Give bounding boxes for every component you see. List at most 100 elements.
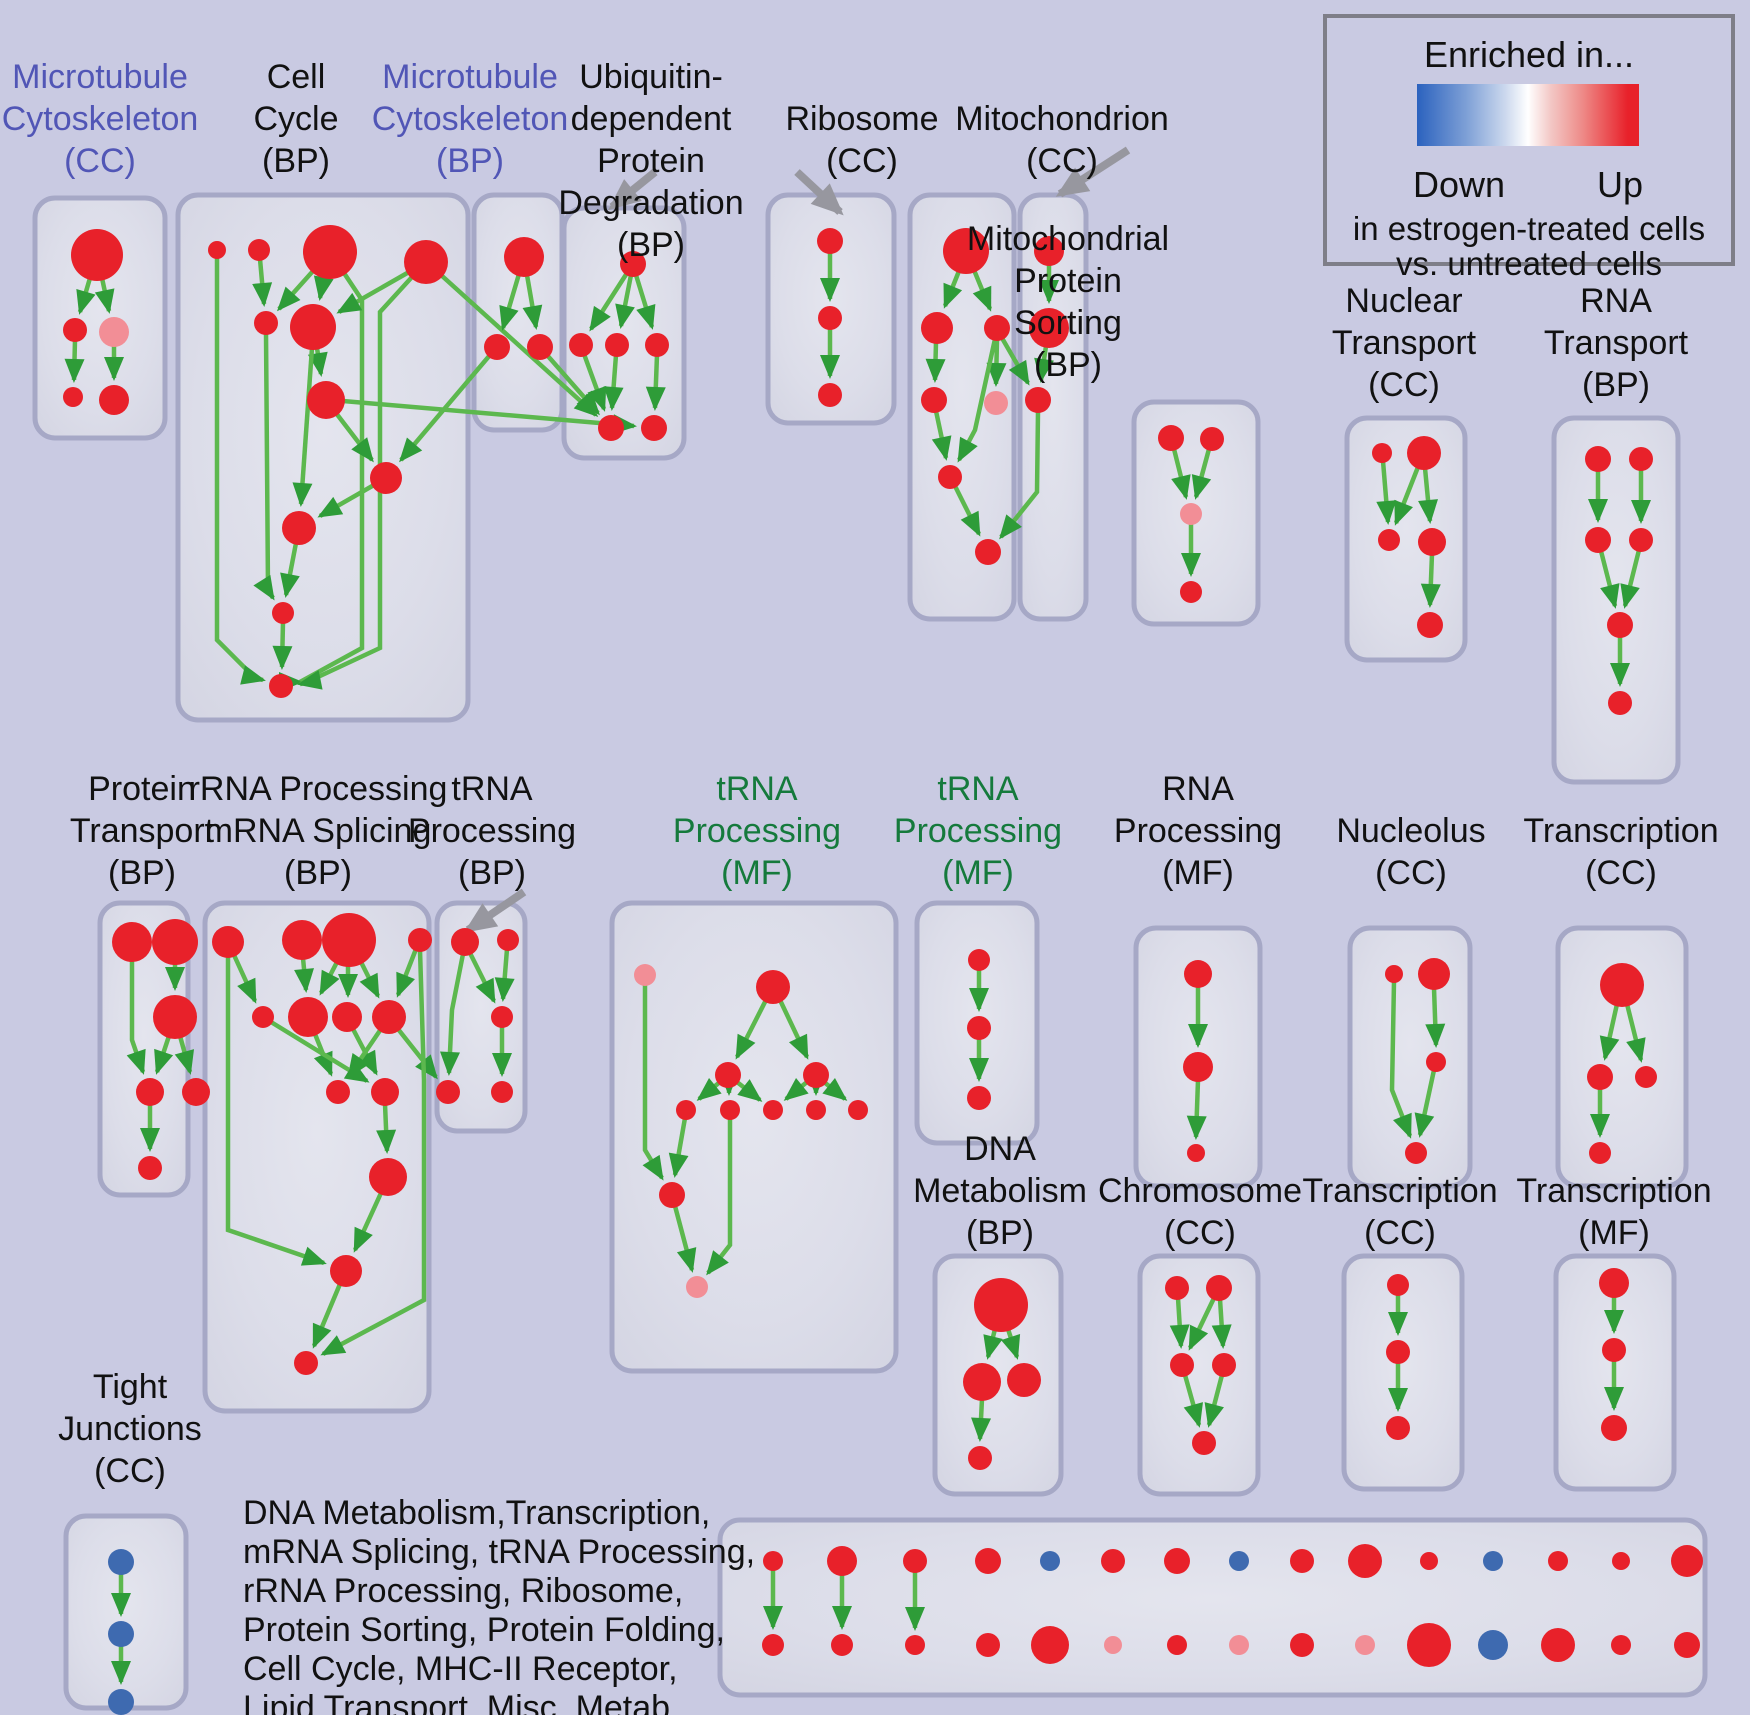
legend-subtitle-1: in estrogen-treated cells bbox=[1352, 210, 1706, 247]
gene-node bbox=[1387, 1274, 1409, 1296]
gene-node bbox=[686, 1276, 708, 1298]
gene-node bbox=[288, 997, 328, 1037]
group-box-cc bbox=[175, 192, 471, 723]
gene-node bbox=[138, 1156, 162, 1180]
edge-arrow bbox=[1420, 553, 1441, 608]
gene-node bbox=[371, 1078, 399, 1106]
gene-node bbox=[1180, 581, 1202, 603]
edge-arrow bbox=[615, 274, 635, 329]
layer-edges bbox=[64, 146, 1651, 1685]
edge-arrow bbox=[706, 1118, 733, 1276]
gene-node bbox=[1541, 1628, 1575, 1662]
label-dna-metabolism: DNA Metabolism (BP) bbox=[913, 1130, 1087, 1252]
gene-node bbox=[408, 928, 432, 952]
gene-node bbox=[1418, 528, 1446, 556]
gene-node bbox=[208, 241, 226, 259]
gene-node bbox=[212, 926, 244, 958]
gene-node bbox=[938, 465, 962, 489]
gene-node bbox=[1585, 527, 1611, 553]
edge-arrow bbox=[1620, 549, 1642, 609]
gene-node bbox=[1348, 1544, 1382, 1578]
edge-arrow bbox=[313, 275, 334, 301]
gene-node bbox=[290, 304, 336, 350]
ubiquitin-pointer-left-icon bbox=[608, 168, 658, 211]
edge-arrow bbox=[1598, 550, 1620, 609]
trna-bp-pointer-icon bbox=[463, 888, 527, 934]
gene-node bbox=[1183, 1052, 1213, 1082]
gene-node bbox=[436, 1080, 460, 1104]
gene-node bbox=[497, 929, 519, 951]
gene-node bbox=[369, 1158, 407, 1196]
edge-arrow bbox=[174, 1035, 195, 1075]
edge-arrow bbox=[154, 1035, 174, 1075]
edge-arrow bbox=[307, 347, 328, 377]
gene-node bbox=[99, 385, 129, 415]
edge-arrow bbox=[342, 398, 637, 435]
gene-node bbox=[332, 1002, 362, 1032]
label-trna-mf-2: tRNA Processing (MF) bbox=[894, 770, 1062, 892]
group-box-chrom bbox=[1137, 1253, 1261, 1497]
gene-node bbox=[1200, 427, 1224, 451]
gene-node bbox=[99, 317, 129, 347]
gene-node bbox=[903, 1549, 927, 1573]
gene-node bbox=[762, 1634, 784, 1656]
edge-arrow bbox=[334, 411, 374, 463]
gene-node bbox=[848, 1100, 868, 1120]
gene-node bbox=[1184, 960, 1212, 988]
group-box-misc bbox=[717, 1517, 1708, 1698]
edge-arrow bbox=[1389, 980, 1413, 1139]
gene-node bbox=[803, 1062, 829, 1088]
gene-node bbox=[1372, 443, 1392, 463]
gene-node bbox=[112, 922, 152, 962]
edge-arrow bbox=[668, 1117, 689, 1178]
group-box-mtbp bbox=[471, 192, 565, 433]
gene-node bbox=[108, 1621, 134, 1647]
gene-node bbox=[108, 1689, 134, 1715]
edge-arrow bbox=[645, 354, 666, 411]
gene-node bbox=[491, 1006, 513, 1028]
gene-node bbox=[330, 1255, 362, 1287]
gene-node bbox=[659, 1182, 685, 1208]
gene-node bbox=[63, 318, 87, 342]
edge-arrow bbox=[352, 1192, 384, 1253]
edge-arrow bbox=[396, 1027, 438, 1080]
edge-arrow bbox=[276, 269, 315, 312]
gene-node bbox=[1229, 1635, 1249, 1655]
edge-arrow bbox=[986, 338, 1007, 387]
edge-arrow bbox=[783, 1078, 809, 1101]
edge-arrow bbox=[494, 948, 515, 1002]
gene-node bbox=[63, 387, 83, 407]
gene-node bbox=[1420, 1552, 1438, 1570]
edge-arrow bbox=[320, 949, 427, 1356]
edge-arrow bbox=[1191, 448, 1212, 500]
gene-node bbox=[491, 1081, 513, 1103]
gene-node bbox=[269, 674, 293, 698]
gene-node bbox=[1029, 308, 1069, 348]
gene-node bbox=[1629, 447, 1653, 471]
gene-node bbox=[1165, 1276, 1189, 1300]
gene-node bbox=[818, 306, 842, 330]
gene-node bbox=[451, 928, 479, 956]
edge-arrow bbox=[957, 338, 998, 463]
label-transcription-mf: Transcription (MF) bbox=[1516, 1172, 1711, 1252]
gene-node bbox=[1212, 1353, 1236, 1377]
gene-node bbox=[1674, 1632, 1700, 1658]
edge-arrow bbox=[253, 332, 275, 601]
legend-title: Enriched in... bbox=[1423, 34, 1635, 75]
edge-arrow bbox=[280, 542, 300, 598]
edge-arrow bbox=[672, 1205, 697, 1273]
edge-arrow bbox=[925, 341, 946, 383]
group-box-nucl bbox=[1347, 925, 1473, 1189]
gene-node bbox=[569, 333, 593, 357]
edge-arrow bbox=[1624, 1003, 1646, 1063]
group-box-tj bbox=[63, 1513, 189, 1711]
gene-node bbox=[1192, 1431, 1216, 1455]
gene-node bbox=[1007, 1363, 1041, 1397]
edge-arrow bbox=[94, 277, 115, 314]
edge-arrow bbox=[822, 1078, 848, 1101]
gene-node bbox=[1101, 1549, 1125, 1573]
edge-arrow bbox=[336, 270, 411, 314]
gene-node bbox=[370, 462, 402, 494]
edge-arrow bbox=[439, 273, 599, 418]
gene-node bbox=[1187, 1144, 1205, 1162]
